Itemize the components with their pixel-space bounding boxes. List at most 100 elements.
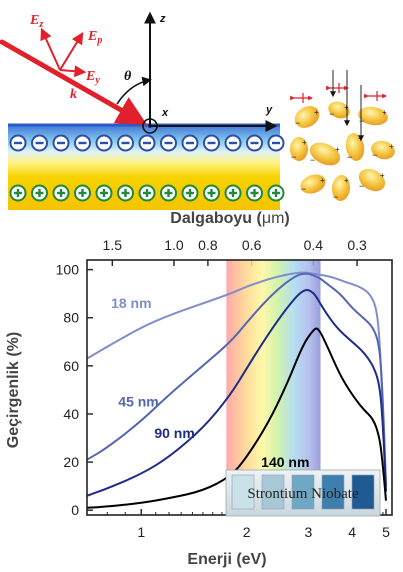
top-tick-label: 1.0 — [164, 237, 184, 253]
positive-ion — [267, 184, 285, 202]
ez-label: Ez — [29, 13, 43, 30]
ion-row — [9, 184, 285, 202]
top-tick-label: 0.8 — [198, 237, 218, 253]
positive-ion — [203, 184, 220, 202]
y-axis-title: Geçirgenlik (%) — [5, 332, 22, 448]
nanoparticle: +− — [358, 106, 388, 126]
positive-ion — [160, 184, 177, 202]
ez-vector — [40, 27, 61, 71]
left-axis-ticks: 0 20 40 60 80 100 — [56, 262, 93, 518]
svg-text:+: + — [344, 176, 349, 185]
x-tick-label: 3 — [304, 524, 312, 540]
nanoparticle: +− — [294, 106, 320, 128]
svg-text:−: − — [347, 152, 352, 162]
svg-text:+: + — [389, 142, 394, 151]
svg-text:+: + — [380, 171, 385, 180]
top-axis-label: Dalgaboyu (μm) — [170, 210, 289, 227]
electron — [181, 134, 199, 152]
x-axis-symbol — [142, 118, 158, 134]
series-label: 90 nm — [154, 425, 194, 441]
svg-text:+: + — [382, 108, 387, 117]
svg-text:−: − — [295, 118, 300, 128]
nanoparticle: +− — [300, 174, 326, 194]
nanoparticle: +− — [290, 137, 308, 162]
x-tick-label: 4 — [348, 524, 356, 540]
electron — [267, 134, 285, 152]
dipole-arrow — [364, 91, 387, 101]
x-axis-dot — [148, 124, 152, 128]
y-tick-label: 40 — [63, 406, 79, 422]
y-tick-label: 60 — [63, 358, 79, 374]
y-tick-label: 80 — [63, 310, 79, 326]
positive-ion — [246, 184, 263, 202]
k-label: k — [70, 87, 77, 102]
electron — [224, 134, 242, 152]
y-tick-label: 0 — [71, 502, 79, 518]
svg-text:+: + — [314, 108, 319, 117]
positive-ion — [117, 184, 134, 202]
svg-text:−: − — [359, 116, 364, 126]
series-labels: 18 nm 45 nm 90 nm 140 nm — [111, 295, 309, 470]
nanoparticles: +−+− +−+−+−+−+−+−+−+− — [290, 70, 395, 202]
electron — [31, 134, 48, 152]
positive-ion — [224, 184, 242, 202]
nanoparticle: +− — [371, 140, 395, 160]
series-label: 18 nm — [111, 295, 151, 311]
svg-text:+: + — [320, 176, 325, 185]
ep-vector — [59, 31, 84, 71]
positive-ion — [138, 184, 156, 202]
positive-ion — [181, 184, 199, 202]
nanoparticle: +− — [345, 133, 365, 162]
electron — [74, 134, 91, 152]
ep-label: Ep — [87, 29, 102, 46]
svg-text:−: − — [359, 181, 364, 191]
series-line — [86, 271, 387, 487]
nanoparticle: +− — [358, 168, 386, 192]
top-tick-label: 0.3 — [347, 237, 367, 253]
positive-ion — [74, 184, 91, 202]
y-tick-label: 20 — [63, 454, 79, 470]
series-line — [86, 327, 387, 509]
svg-text:−: − — [301, 184, 306, 194]
top-tick-label: 1.5 — [103, 237, 123, 253]
nanoparticle: +− — [309, 142, 341, 166]
positive-ion — [52, 184, 70, 202]
electron — [95, 134, 113, 152]
electron — [52, 134, 70, 152]
positive-ion — [9, 184, 27, 202]
sample-photo-inset: Strontium Niobate — [225, 469, 381, 517]
svg-text:−: − — [372, 150, 377, 160]
x-axis-label: x — [161, 107, 169, 119]
series-line — [86, 288, 387, 497]
positive-ion — [31, 184, 48, 202]
series-label: 45 nm — [118, 394, 158, 410]
series-label: 140 nm — [261, 454, 309, 470]
svg-text:−: − — [310, 155, 315, 165]
electron — [160, 134, 177, 152]
theta-label: θ — [124, 69, 132, 84]
x-tick-label: 1 — [137, 524, 145, 540]
ey-vector — [59, 65, 87, 78]
nanoparticle: +− — [328, 101, 350, 119]
positive-ion — [95, 184, 113, 202]
nanoparticle: +− — [331, 175, 351, 202]
incident-beam — [0, 39, 148, 125]
electron-row — [9, 134, 285, 152]
svg-text:−: − — [329, 109, 334, 119]
electron — [246, 134, 263, 152]
dipole-arrow — [290, 93, 313, 103]
top-tick-label: 0.6 — [242, 237, 262, 253]
electron — [117, 134, 134, 152]
z-axis-label: z — [159, 13, 166, 25]
electron — [9, 134, 27, 152]
y-axis-label: y — [265, 104, 273, 116]
inset-label: Strontium Niobate — [247, 486, 359, 502]
svg-text:+: + — [335, 145, 340, 154]
electron — [138, 134, 156, 152]
series-line — [86, 272, 387, 487]
theta-arc — [116, 76, 152, 105]
y-tick-label: 100 — [56, 262, 80, 278]
series-lines — [86, 271, 387, 509]
